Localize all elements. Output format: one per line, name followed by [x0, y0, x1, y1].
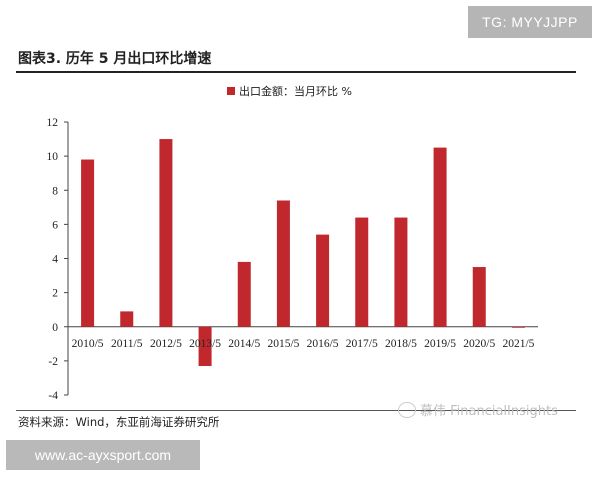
x-tick-label: 2020/5 — [463, 338, 495, 350]
bar — [394, 217, 408, 327]
y-tick-label: -2 — [48, 356, 58, 368]
bar — [120, 311, 134, 327]
bar — [472, 267, 486, 327]
x-tick-label: 2011/5 — [111, 338, 143, 350]
x-tick-label: 2018/5 — [385, 338, 417, 350]
title-rule — [16, 71, 576, 73]
axes — [64, 121, 538, 396]
y-tick-label: 8 — [52, 185, 58, 197]
y-tick-label: 0 — [52, 322, 58, 334]
legend-swatch — [227, 87, 235, 95]
source-note: 资料来源：Wind，东亚前海证券研究所 — [18, 415, 220, 429]
x-tick-labels: 2010/5 2011/5 2012/5 2013/5 2014/5 2015/5 2016… — [72, 338, 535, 350]
y-tick-label: 2 — [52, 288, 58, 300]
x-tick-label: 2016/5 — [307, 338, 339, 350]
x-tick-label: 2019/5 — [424, 338, 456, 350]
bar — [198, 326, 212, 366]
x-tick-label: 2021/5 — [502, 338, 534, 350]
wechat-icon — [398, 401, 416, 418]
y-tick-label: 6 — [52, 219, 58, 231]
y-tick-label: -4 — [48, 390, 58, 402]
bar — [433, 147, 447, 327]
bars — [81, 139, 525, 366]
figure-title: 图表3. 历年 5 月出口环比增速 — [18, 51, 212, 67]
y-tick-label: 12 — [47, 117, 59, 129]
x-tick-label: 2010/5 — [72, 338, 104, 350]
y-tick-label: 10 — [47, 151, 59, 163]
y-tick-label: 4 — [52, 254, 58, 266]
watermark-top: TG: MYYJJPP — [468, 6, 592, 38]
x-tick-label: 2014/5 — [228, 338, 260, 350]
source-rule — [16, 410, 576, 411]
y-tick-labels: -4 -2 0 2 4 6 8 10 12 — [47, 117, 59, 402]
x-tick-label: 2013/5 — [189, 338, 221, 350]
legend: 出口金额：当月环比 % — [227, 84, 352, 98]
bar — [316, 234, 330, 327]
x-tick-label: 2015/5 — [267, 338, 299, 350]
watermark-bottom: www.ac-ayxsport.com — [6, 440, 200, 470]
x-tick-label: 2012/5 — [150, 338, 182, 350]
bar — [237, 261, 251, 327]
bar — [276, 200, 290, 327]
x-tick-label: 2017/5 — [346, 338, 378, 350]
bar — [511, 326, 525, 328]
bar — [159, 139, 173, 327]
legend-label: 出口金额：当月环比 % — [239, 84, 352, 98]
watermark-middle: 慕伟 FinancialInsights — [398, 400, 558, 419]
bar — [355, 217, 369, 327]
bar — [81, 159, 95, 327]
watermark-middle-text: 慕伟 FinancialInsights — [420, 404, 558, 419]
